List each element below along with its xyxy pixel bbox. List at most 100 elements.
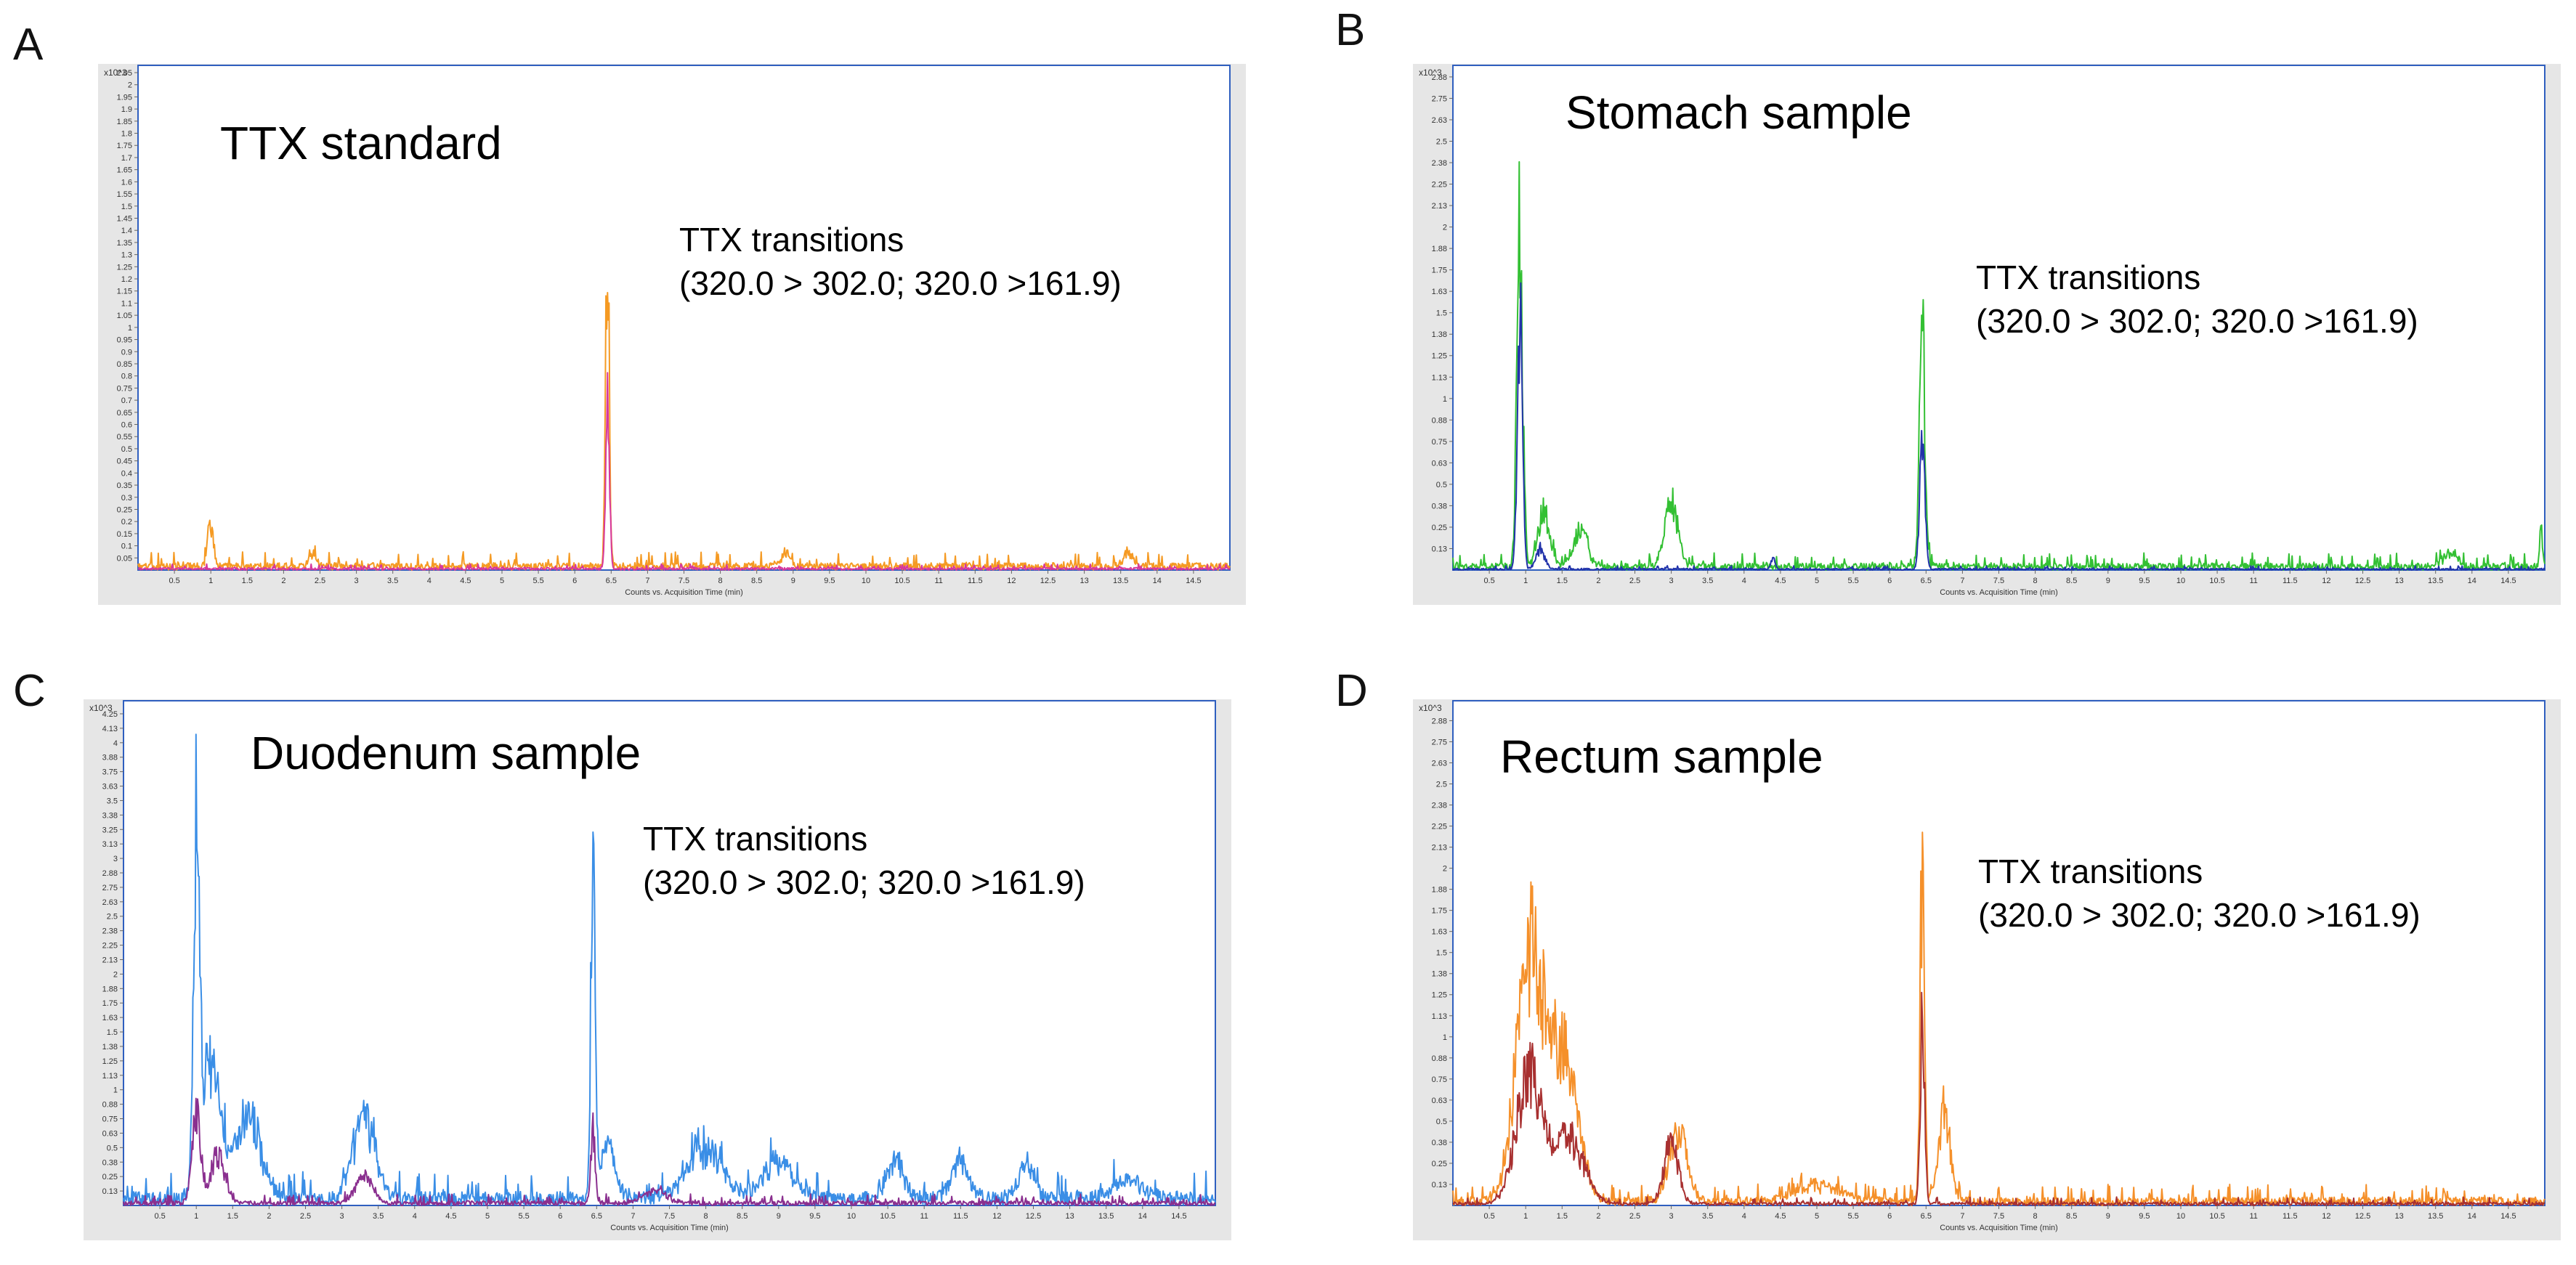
x-tick-label: 9 — [777, 1212, 781, 1221]
x-tick-label: 1.5 — [1557, 1212, 1568, 1221]
x-axis-label: Counts vs. Acquisition Time (min) — [1940, 1224, 2058, 1232]
y-tick-label: 3.63 — [102, 783, 118, 792]
x-tick-label: 8 — [704, 1212, 708, 1221]
y-tick-label: 2.25 — [1432, 823, 1447, 831]
y-tick-label: 2.63 — [1432, 759, 1447, 768]
y-axis-multiplier: x10^3 — [1419, 703, 1442, 713]
y-tick-label: 0.7 — [121, 396, 132, 405]
y-tick-label: 0.5 — [107, 1144, 118, 1152]
y-tick-label: 2.75 — [1432, 738, 1447, 747]
chart-b: x10^3 0.13 0.25 0.38 0.5 0.63 0.75 0.88 1 1.13 1.2… — [1413, 64, 2561, 605]
x-tick-label: 9.5 — [809, 1212, 820, 1221]
x-tick-label: 11.5 — [2283, 1212, 2298, 1221]
x-tick-label: 3.5 — [373, 1212, 384, 1221]
y-tick-label: 0.38 — [1432, 1139, 1447, 1147]
x-tick-label: 10.5 — [880, 1212, 895, 1221]
series-line-2 — [123, 1097, 1216, 1206]
chart-c-annotation-line1: TTX transitions — [643, 820, 868, 858]
y-tick-label: 1 — [1443, 395, 1447, 404]
y-tick-label: 1.35 — [117, 239, 132, 248]
x-tick-label: 2 — [267, 1212, 271, 1221]
y-tick-label: 0.35 — [117, 481, 132, 490]
y-tick-label: 3.88 — [102, 754, 118, 762]
x-tick-label: 14.5 — [2500, 577, 2516, 585]
y-axis-multiplier: x10^3 — [89, 703, 113, 713]
y-tick-label: 2.75 — [102, 884, 118, 892]
x-tick-label: 4 — [1742, 1212, 1746, 1221]
x-tick-label: 9 — [2106, 1212, 2110, 1221]
y-tick-label: 2.5 — [1436, 780, 1447, 789]
x-tick-label: 8.5 — [737, 1212, 748, 1221]
y-tick-label: 0.75 — [117, 384, 132, 393]
y-tick-label: 0.13 — [1432, 1181, 1447, 1189]
y-tick-label: 1.7 — [121, 154, 132, 163]
x-tick-label: 2 — [1596, 577, 1600, 585]
x-tick-label: 12.5 — [2355, 577, 2370, 585]
y-tick-label: 1.15 — [117, 288, 132, 296]
chart-b-annotation-line2: (320.0 > 302.0; 320.0 >161.9) — [1976, 302, 2418, 340]
y-tick-label: 2.75 — [1432, 94, 1447, 103]
y-tick-label: 1.13 — [102, 1072, 118, 1081]
y-tick-label: 0.4 — [121, 469, 132, 478]
y-tick-label: 0.05 — [117, 554, 132, 563]
x-tick-label: 11 — [920, 1212, 928, 1221]
y-tick-label: 0.5 — [121, 445, 132, 454]
y-tick-label: 2.13 — [102, 956, 118, 964]
x-tick-label: 14 — [2468, 1212, 2476, 1221]
y-tick-label: 1.75 — [117, 142, 132, 150]
y-tick-label: 0.88 — [102, 1101, 118, 1110]
chart-d-annotation-line1: TTX transitions — [1978, 853, 2203, 890]
x-tick-label: 7 — [645, 577, 649, 585]
x-tick-label: 7 — [1960, 1212, 1964, 1221]
panel-letter-a: A — [13, 20, 44, 70]
series-line-2 — [1452, 282, 2545, 571]
y-tick-label: 3.5 — [107, 797, 118, 805]
x-tick-label: 8.5 — [2066, 1212, 2077, 1221]
x-tick-label: 6 — [558, 1212, 562, 1221]
x-tick-label: 5.5 — [1847, 577, 1858, 585]
y-tick-label: 1.9 — [121, 105, 132, 114]
chart-a: x10^3 0.05 0.1 0.15 0.2 0.25 0.3 0.35 0.4 0.45 0.5… — [98, 64, 1246, 605]
x-tick-label: 10 — [862, 577, 870, 585]
y-tick-label: 0.88 — [1432, 416, 1447, 425]
x-tick-label: 10 — [2176, 1212, 2185, 1221]
x-tick-label: 8 — [2033, 577, 2038, 585]
x-tick-label: 7.5 — [679, 577, 689, 585]
y-tick-label: 0.5 — [1436, 1118, 1447, 1126]
y-tick-label: 1.13 — [1432, 1012, 1447, 1021]
y-tick-label: 0.63 — [102, 1129, 118, 1138]
y-tick-label: 2.5 — [1436, 137, 1447, 146]
x-tick-label: 5.5 — [532, 577, 543, 585]
x-axis-label: Counts vs. Acquisition Time (min) — [1940, 588, 2058, 597]
x-tick-label: 14 — [1138, 1212, 1147, 1221]
x-tick-label: 4 — [1742, 577, 1746, 585]
chart-b-annotation-line1: TTX transitions — [1976, 259, 2201, 296]
x-tick-label: 13 — [1080, 577, 1088, 585]
x-tick-label: 6.5 — [1921, 1212, 1932, 1221]
y-tick-label: 1.8 — [121, 130, 132, 139]
y-tick-label: 4 — [113, 739, 118, 748]
y-tick-label: 4.13 — [102, 725, 118, 733]
x-tick-label: 7.5 — [1993, 577, 2004, 585]
y-tick-label: 1.5 — [1436, 949, 1447, 958]
y-tick-label: 2.88 — [1432, 717, 1447, 725]
y-tick-label: 1.63 — [102, 1014, 118, 1022]
y-tick-label: 2.5 — [107, 913, 118, 922]
y-tick-label: 1.5 — [121, 203, 132, 211]
x-tick-label: 14.5 — [1171, 1212, 1186, 1221]
series-line-1 — [123, 733, 1216, 1206]
chart-c-annotation-line2: (320.0 > 302.0; 320.0 >161.9) — [643, 863, 1085, 901]
y-tick-label: 2.88 — [102, 869, 118, 878]
x-tick-label: 4 — [413, 1212, 417, 1221]
y-tick-label: 4.25 — [102, 710, 118, 719]
y-tick-label: 3.13 — [102, 840, 118, 849]
y-tick-label: 0.85 — [117, 360, 132, 369]
chart-d-annotation-line2: (320.0 > 302.0; 320.0 >161.9) — [1978, 896, 2421, 934]
y-tick-label: 3.75 — [102, 768, 118, 777]
x-tick-label: 5 — [485, 1212, 490, 1221]
x-tick-label: 12.5 — [1040, 577, 1056, 585]
x-tick-label: 1.5 — [1557, 577, 1568, 585]
x-tick-label: 4.5 — [445, 1212, 456, 1221]
x-tick-label: 7 — [1960, 577, 1964, 585]
x-tick-label: 14 — [2468, 577, 2476, 585]
